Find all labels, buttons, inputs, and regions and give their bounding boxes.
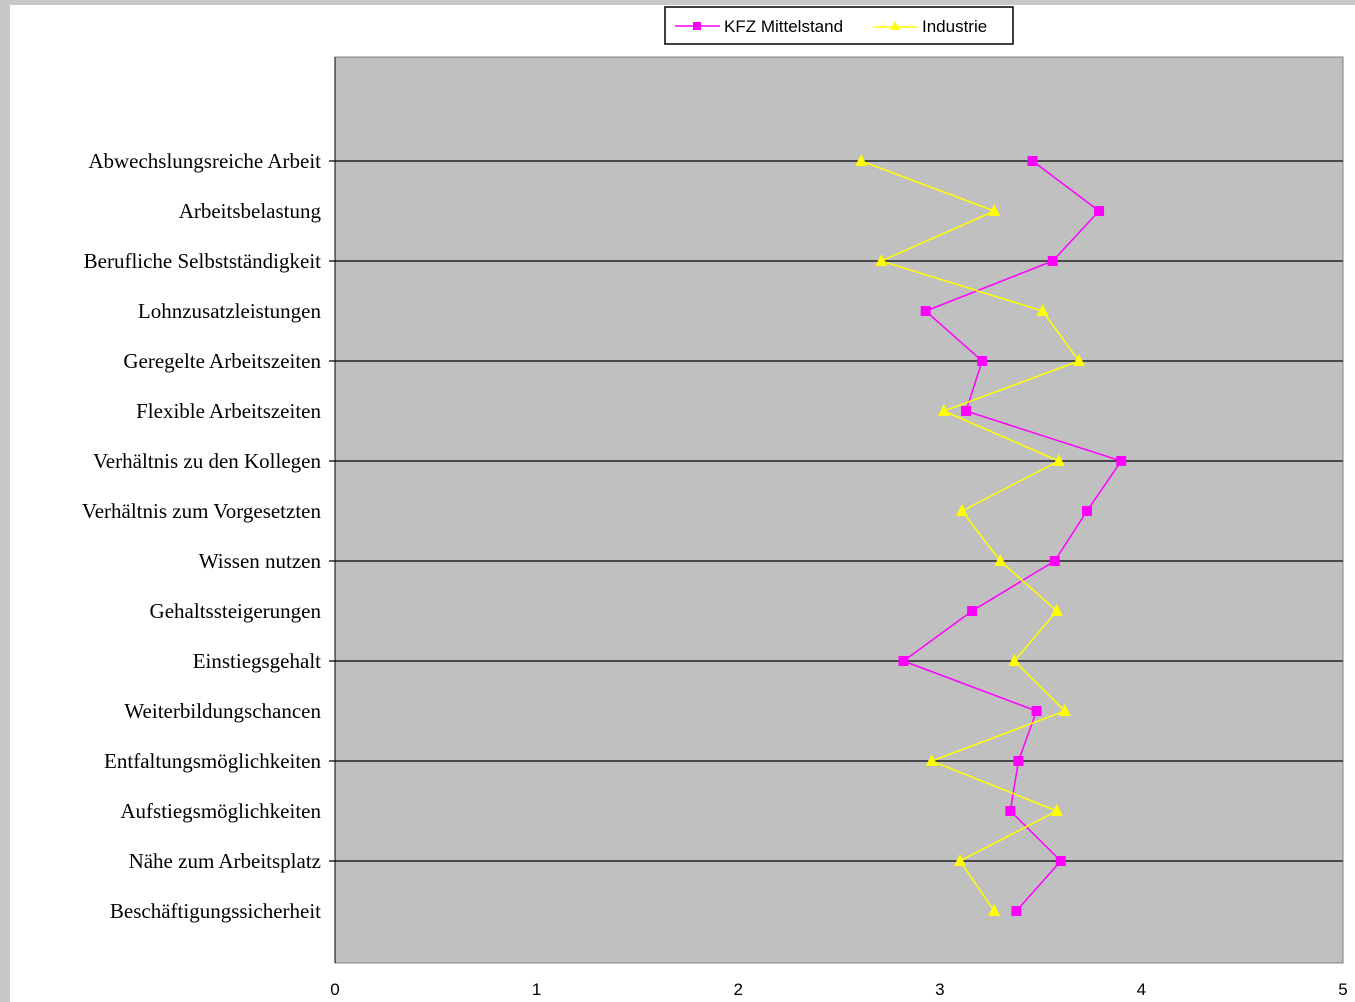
x-tick-label: 2: [733, 980, 742, 999]
data-point: [855, 154, 868, 166]
x-tick-label: 5: [1338, 980, 1347, 999]
data-point: [1036, 304, 1049, 316]
data-point: [1050, 604, 1063, 616]
category-label: Einstiegsgehalt: [193, 649, 321, 673]
category-label: Weiterbildungschancen: [124, 699, 321, 723]
series-layer: [855, 154, 1127, 916]
data-point: [925, 754, 938, 766]
data-point: [1081, 506, 1092, 516]
legend-kfz-label: KFZ Mittelstand: [724, 17, 843, 36]
category-labels: Abwechslungsreiche Arbeit Arbeitsbelastun…: [82, 149, 322, 923]
data-point: [898, 656, 909, 666]
chart-frame: Abwechslungsreiche Arbeit Arbeitsbelastun…: [10, 5, 1355, 1002]
data-point: [1008, 654, 1021, 666]
data-point: [994, 554, 1007, 566]
data-point: [875, 254, 888, 266]
category-label: Berufliche Selbstständigkeit: [84, 249, 322, 273]
data-point: [1047, 256, 1058, 266]
data-point: [1052, 454, 1065, 466]
category-label: Beschäftigungssicherheit: [110, 899, 321, 923]
x-tick-label: 3: [935, 980, 944, 999]
legend-industrie-marker: [890, 21, 900, 30]
data-point: [967, 606, 978, 616]
legend-box: [664, 6, 1014, 45]
category-label: Verhältnis zu den Kollegen: [93, 449, 322, 473]
data-point: [1049, 556, 1060, 566]
x-tick-labels: 0 1 2 3 4 5: [330, 980, 1347, 999]
data-point: [1027, 156, 1038, 166]
category-label: Flexible Arbeitszeiten: [136, 399, 321, 423]
data-point: [1050, 804, 1063, 816]
category-label: Entfaltungsmöglichkeiten: [104, 749, 321, 773]
data-point: [1013, 756, 1024, 766]
x-tick-label: 0: [330, 980, 339, 999]
category-label: Geregelte Arbeitszeiten: [123, 349, 321, 373]
category-label: Verhältnis zum Vorgesetzten: [82, 499, 322, 523]
data-point: [1005, 806, 1016, 816]
category-label: Arbeitsbelastung: [179, 199, 322, 223]
category-label: Wissen nutzen: [199, 549, 322, 573]
series-line: [901, 160, 1123, 912]
data-point: [988, 204, 1001, 216]
series-1: [855, 154, 1085, 916]
legend: KFZ Mittelstand Industrie: [664, 6, 1014, 45]
category-label: Lohnzusatzleistungen: [138, 299, 322, 323]
data-point: [1116, 456, 1127, 466]
series-line: [860, 160, 1081, 912]
data-point: [1011, 906, 1022, 916]
series-0: [898, 156, 1127, 916]
gridlines: [329, 160, 1343, 862]
x-tick-label: 1: [532, 980, 541, 999]
data-point: [920, 306, 931, 316]
data-point: [955, 504, 968, 516]
data-point: [988, 904, 1001, 916]
category-label: Nähe zum Arbeitsplatz: [129, 849, 321, 873]
data-point: [1072, 354, 1085, 366]
data-point: [1031, 706, 1042, 716]
line-chart: Abwechslungsreiche Arbeit Arbeitsbelastun…: [82, 6, 1348, 999]
data-point: [937, 404, 950, 416]
data-point: [961, 406, 972, 416]
data-point: [1055, 856, 1066, 866]
legend-industrie-label: Industrie: [922, 17, 987, 36]
category-label: Aufstiegsmöglichkeiten: [120, 799, 321, 823]
plot-area: [334, 56, 1344, 964]
data-point: [953, 854, 966, 866]
legend-kfz-marker: [693, 22, 701, 30]
data-point: [1058, 704, 1071, 716]
category-label: Gehaltssteigerungen: [150, 599, 322, 623]
category-label: Abwechslungsreiche Arbeit: [88, 149, 321, 173]
data-point: [977, 356, 988, 366]
x-tick-label: 4: [1137, 980, 1146, 999]
data-point: [1094, 206, 1105, 216]
